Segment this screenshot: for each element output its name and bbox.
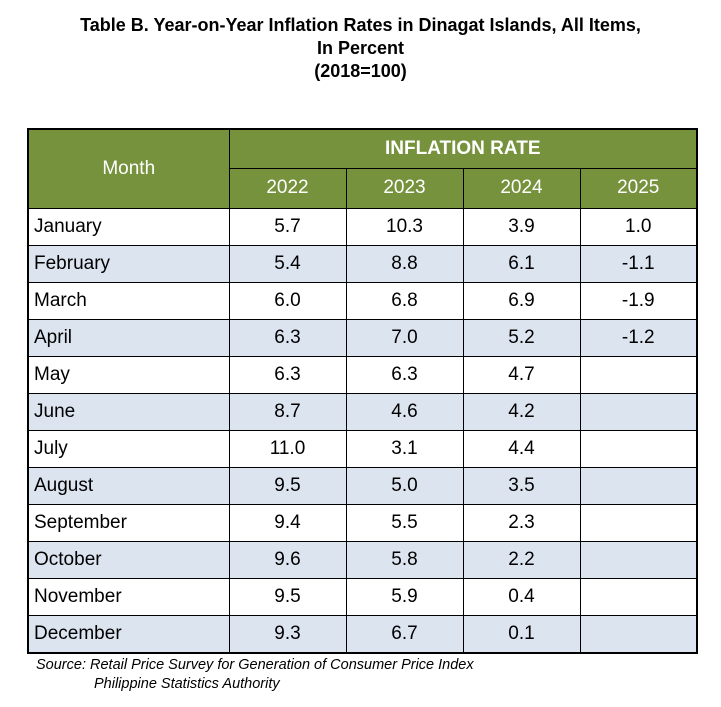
month-cell: May: [27, 356, 230, 394]
table-row: July 11.0 3.1 4.4: [27, 430, 698, 468]
table-row: May 6.3 6.3 4.7: [27, 356, 698, 394]
rate-cell-2024: 4.4: [462, 430, 581, 468]
month-cell: September: [27, 504, 230, 542]
rate-cell-2025: [579, 578, 698, 616]
rate-cell-2023: 4.6: [345, 393, 464, 431]
table-row: June 8.7 4.6 4.2: [27, 393, 698, 431]
year-header-2024: 2024: [462, 167, 581, 210]
rate-cell-2022: 6.3: [228, 356, 347, 394]
table-row: October 9.6 5.8 2.2: [27, 541, 698, 579]
rate-cell-2025: [579, 541, 698, 579]
title-line-1: Table B. Year-on-Year Inflation Rates in…: [80, 15, 641, 35]
rate-cell-2025: -1.1: [579, 245, 698, 283]
month-cell: December: [27, 615, 230, 654]
rate-cell-2023: 5.9: [345, 578, 464, 616]
title-line-2: In Percent: [316, 38, 405, 58]
rate-cell-2025: [579, 393, 698, 431]
table-row: December 9.3 6.7 0.1: [27, 615, 698, 654]
rate-cell-2024: 4.2: [462, 393, 581, 431]
rate-cell-2022: 8.7: [228, 393, 347, 431]
rate-cell-2024: 0.1: [462, 615, 581, 654]
source-line-2: Philippine Statistics Authority: [94, 676, 280, 692]
table-row: November 9.5 5.9 0.4: [27, 578, 698, 616]
rate-cell-2022: 9.6: [228, 541, 347, 579]
rate-cell-2025: [579, 356, 698, 394]
rate-cell-2022: 9.5: [228, 578, 347, 616]
rate-cell-2022: 9.5: [228, 467, 347, 505]
year-header-2022: 2022: [228, 167, 347, 210]
rate-cell-2023: 6.7: [345, 615, 464, 654]
month-cell: March: [27, 282, 230, 320]
rate-cell-2024: 2.3: [462, 504, 581, 542]
month-cell: November: [27, 578, 230, 616]
month-cell: July: [27, 430, 230, 468]
table-row: February 5.4 8.8 6.1 -1.1: [27, 245, 698, 283]
rate-cell-2023: 7.0: [345, 319, 464, 357]
table-body: January 5.7 10.3 3.9 1.0 February 5.4 8.8 6.1 -1.…: [27, 208, 698, 654]
table-row: March 6.0 6.8 6.9 -1.9: [27, 282, 698, 320]
table-row: September 9.4 5.5 2.3: [27, 504, 698, 542]
source-note: Source: Retail Price Survey for Generati…: [36, 656, 474, 694]
month-cell: August: [27, 467, 230, 505]
title-line-3: (2018=100): [314, 61, 407, 81]
rate-cell-2025: 1.0: [579, 208, 698, 246]
rate-cell-2024: 5.2: [462, 319, 581, 357]
rate-cell-2024: 4.7: [462, 356, 581, 394]
table-row: January 5.7 10.3 3.9 1.0: [27, 208, 698, 246]
rate-cell-2024: 6.9: [462, 282, 581, 320]
rate-cell-2023: 10.3: [345, 208, 464, 246]
rate-cell-2024: 2.2: [462, 541, 581, 579]
rate-cell-2022: 6.0: [228, 282, 347, 320]
source-line-1: Source: Retail Price Survey for Generati…: [36, 657, 474, 673]
rate-cell-2025: [579, 615, 698, 654]
month-column-header: Month: [27, 128, 230, 209]
rate-cell-2023: 6.3: [345, 356, 464, 394]
rate-cell-2025: [579, 504, 698, 542]
year-header-2023: 2023: [345, 167, 464, 210]
rate-cell-2022: 11.0: [228, 430, 347, 468]
rate-cell-2023: 5.0: [345, 467, 464, 505]
month-cell: April: [27, 319, 230, 357]
inflation-rate-header: INFLATION RATE: [228, 128, 698, 169]
rate-cell-2023: 5.5: [345, 504, 464, 542]
rate-cell-2023: 5.8: [345, 541, 464, 579]
month-cell: February: [27, 245, 230, 283]
rate-cell-2022: 5.4: [228, 245, 347, 283]
month-cell: June: [27, 393, 230, 431]
rate-cell-2025: [579, 430, 698, 468]
rate-cell-2022: 9.4: [228, 504, 347, 542]
rate-cell-2022: 5.7: [228, 208, 347, 246]
month-cell: January: [27, 208, 230, 246]
rate-cell-2022: 6.3: [228, 319, 347, 357]
rate-cell-2025: -1.2: [579, 319, 698, 357]
rate-cell-2025: -1.9: [579, 282, 698, 320]
table-row: August 9.5 5.0 3.5: [27, 467, 698, 505]
rate-cell-2022: 9.3: [228, 615, 347, 654]
month-cell: October: [27, 541, 230, 579]
rate-cell-2024: 6.1: [462, 245, 581, 283]
table-title: Table B. Year-on-Year Inflation Rates in…: [0, 14, 721, 83]
table-row: April 6.3 7.0 5.2 -1.2: [27, 319, 698, 357]
rate-cell-2023: 3.1: [345, 430, 464, 468]
rate-cell-2023: 6.8: [345, 282, 464, 320]
rate-cell-2025: [579, 467, 698, 505]
rate-cell-2024: 3.9: [462, 208, 581, 246]
rate-cell-2023: 8.8: [345, 245, 464, 283]
rate-cell-2024: 3.5: [462, 467, 581, 505]
year-header-2025: 2025: [579, 167, 698, 210]
inflation-table: Month INFLATION RATE 2022 2023 2024 2025…: [27, 128, 698, 654]
rate-cell-2024: 0.4: [462, 578, 581, 616]
